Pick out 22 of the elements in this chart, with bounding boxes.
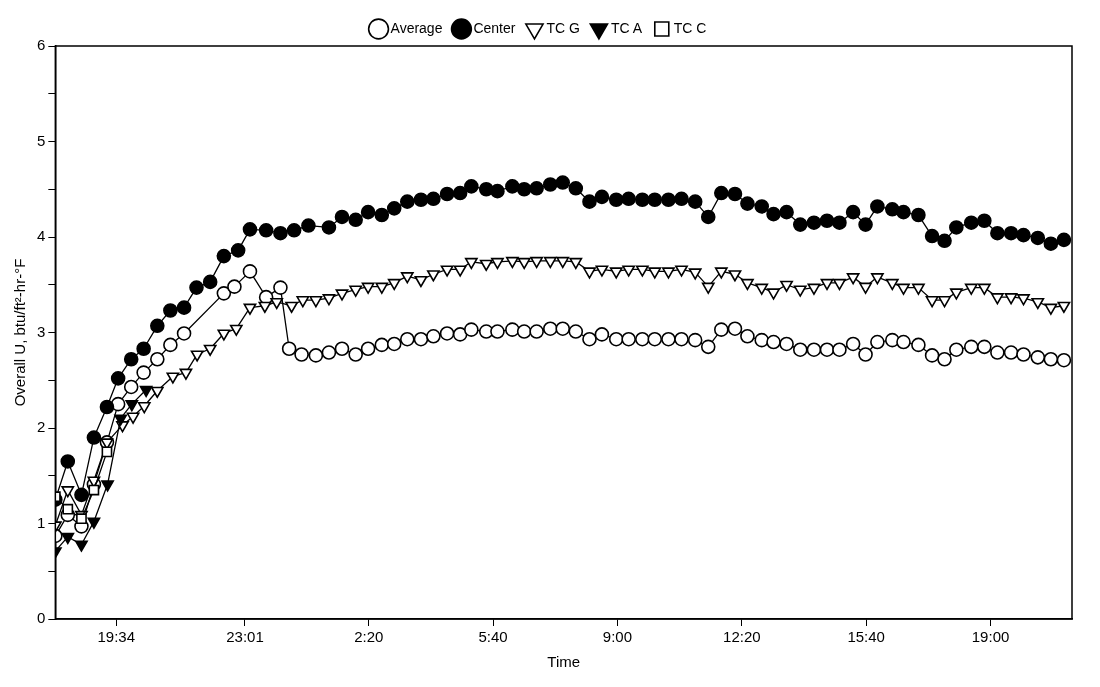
y-tick-label: 4 bbox=[37, 227, 46, 245]
legend-label: TC A bbox=[610, 19, 643, 36]
y-tick-label: 5 bbox=[37, 131, 46, 149]
x-tick-label: 15:40 bbox=[847, 628, 885, 646]
legend-label: TC G bbox=[546, 19, 580, 36]
x-tick-label: 2:20 bbox=[354, 628, 384, 646]
y-tick-label: 3 bbox=[37, 322, 46, 340]
x-tick-label: 23:01 bbox=[226, 628, 264, 646]
y-tick-label: 0 bbox=[37, 609, 46, 627]
y-axis-title: Overall U, btu/ft²-hr-°F bbox=[11, 258, 29, 407]
y-tick-label: 1 bbox=[37, 513, 46, 531]
x-tick-label: 19:34 bbox=[97, 628, 136, 646]
y-tick-label: 6 bbox=[37, 36, 46, 54]
x-tick-label: 12:20 bbox=[723, 628, 761, 646]
legend-label: TC C bbox=[673, 19, 707, 36]
x-tick-label: 9:00 bbox=[602, 628, 633, 646]
x-tick-label: 19:00 bbox=[971, 628, 1010, 646]
legend-label: Average bbox=[390, 19, 443, 36]
x-tick-label: 5:40 bbox=[478, 628, 508, 646]
y-tick-label: 2 bbox=[37, 418, 46, 436]
x-axis-title: Time bbox=[547, 653, 581, 671]
legend-label: Center bbox=[473, 19, 516, 36]
